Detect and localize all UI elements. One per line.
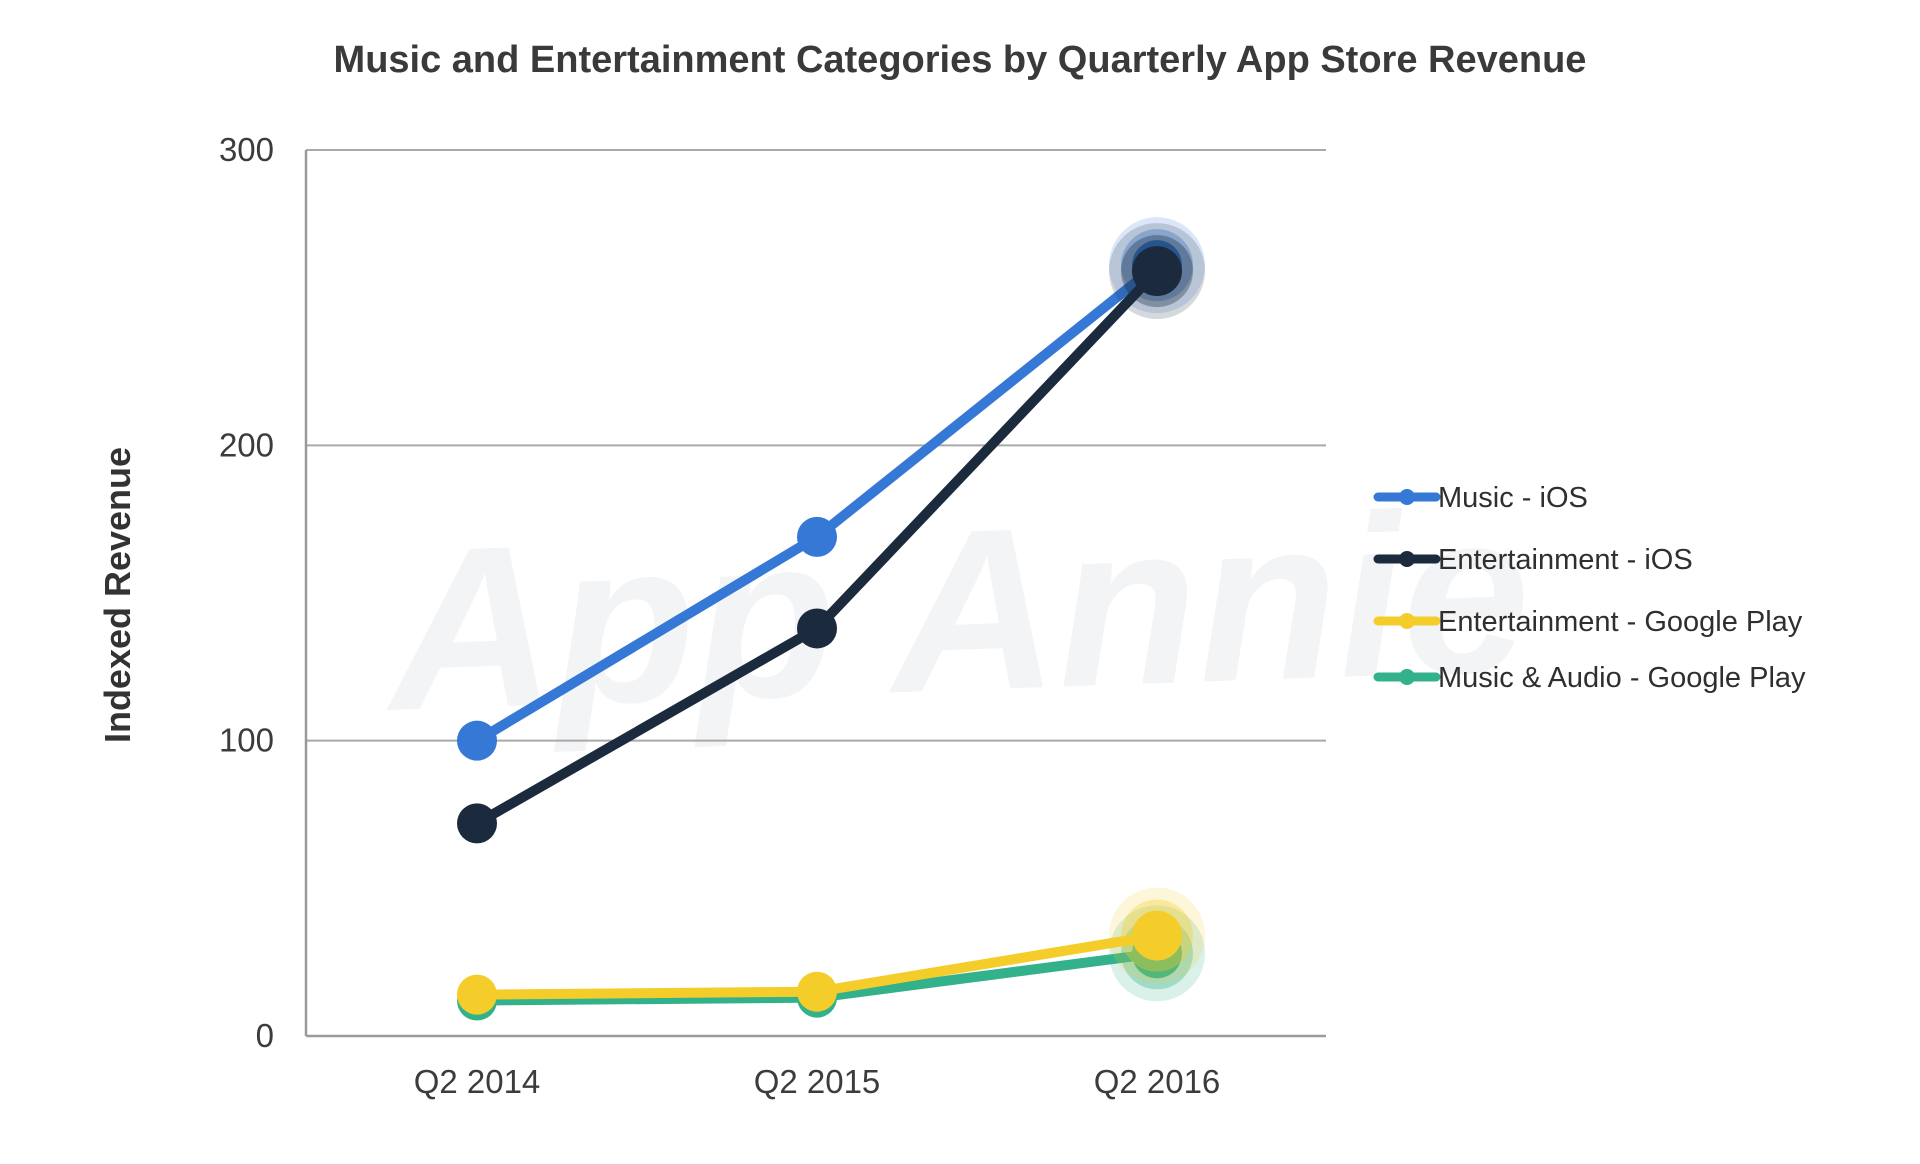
x-tick-label: Q2 2015 xyxy=(754,1063,881,1100)
legend: Music - iOS Entertainment - iOS Entertainm… xyxy=(1373,482,1806,694)
legend-item: Music - iOS xyxy=(1373,482,1588,514)
data-point xyxy=(1132,246,1182,297)
chart-title: Music and Entertainment Categories by Qu… xyxy=(334,39,1587,81)
data-point xyxy=(457,803,497,844)
y-axis-ticks: 0 100 200 300 xyxy=(219,131,274,1054)
y-tick-label: 0 xyxy=(256,1017,274,1054)
data-point xyxy=(797,608,837,649)
data-point xyxy=(457,720,497,761)
legend-label: Entertainment - Google Play xyxy=(1438,606,1803,638)
legend-swatch-dot xyxy=(1399,669,1415,685)
data-point xyxy=(457,974,497,1015)
y-axis-label: Indexed Revenue xyxy=(97,447,138,743)
legend-item: Entertainment - iOS xyxy=(1373,544,1693,576)
series-group xyxy=(457,217,1205,1021)
legend-label: Entertainment - iOS xyxy=(1438,544,1693,576)
y-tick-label: 300 xyxy=(219,131,274,168)
y-tick-label: 200 xyxy=(219,426,274,463)
legend-item: Music & Audio - Google Play xyxy=(1373,662,1806,694)
legend-label: Music & Audio - Google Play xyxy=(1438,662,1806,694)
series-entertainment-google-play xyxy=(457,887,1205,1015)
legend-swatch-dot xyxy=(1399,613,1415,629)
legend-label: Music - iOS xyxy=(1438,482,1588,514)
x-tick-label: Q2 2016 xyxy=(1094,1063,1221,1100)
series-music-ios xyxy=(457,217,1205,761)
legend-swatch-dot xyxy=(1399,489,1415,505)
data-point xyxy=(797,971,837,1012)
x-tick-label: Q2 2014 xyxy=(414,1063,541,1100)
data-point xyxy=(797,516,837,557)
y-tick-label: 100 xyxy=(219,722,274,759)
x-axis-ticks: Q2 2014 Q2 2015 Q2 2016 xyxy=(414,1063,1221,1100)
legend-item: Entertainment - Google Play xyxy=(1373,606,1803,638)
series-entertainment-ios xyxy=(457,223,1205,844)
data-point xyxy=(1132,910,1182,961)
legend-swatch-dot xyxy=(1399,551,1415,567)
watermark: App Annie xyxy=(379,462,1534,759)
